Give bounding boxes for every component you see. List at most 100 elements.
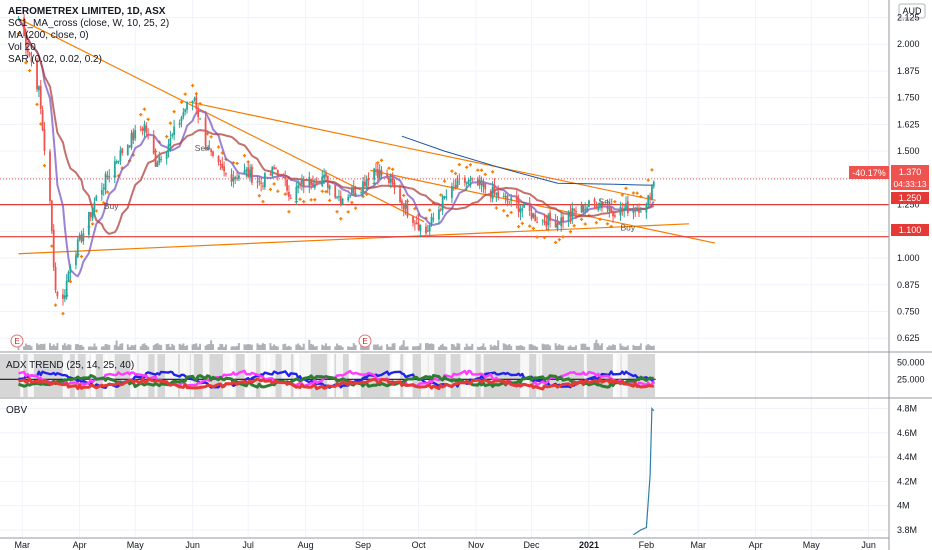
trend-line[interactable] (18, 223, 690, 255)
candle-body (638, 209, 640, 213)
candle-body (601, 202, 603, 209)
volume-bar (478, 346, 481, 350)
volume-bar (391, 343, 394, 350)
volume-bar (504, 344, 507, 350)
volume-bar (43, 343, 46, 350)
candle-body (236, 177, 238, 179)
volume-bar (441, 343, 444, 350)
sar-dot (272, 182, 276, 186)
volume-bar (171, 343, 174, 350)
volume-bar (284, 343, 287, 350)
candle-body (413, 223, 416, 225)
sar-dot (491, 170, 495, 174)
volume-bar (184, 346, 187, 350)
obv-tick-label: 4.8M (897, 404, 917, 414)
earnings-marker[interactable]: E (10, 334, 24, 348)
volume-bar (347, 346, 350, 350)
volume-bar (463, 346, 466, 350)
volume-bar (632, 344, 635, 350)
legend-volume[interactable]: Vol 20 (8, 42, 36, 53)
volume-bar (52, 344, 55, 350)
volume-bar (74, 344, 77, 350)
trend-line[interactable] (370, 169, 716, 244)
price-tick-label: 0.750 (897, 307, 920, 317)
volume-bar (276, 346, 279, 350)
candle-body (143, 124, 146, 132)
candle-body (365, 179, 368, 188)
sar-dot (402, 193, 406, 198)
legend-symbol[interactable]: AEROMETREX LIMITED, 1D, ASX (8, 6, 166, 17)
volume-bar (412, 346, 415, 350)
sar-dot (298, 197, 302, 201)
sar-dot (650, 168, 654, 172)
volume-bar (567, 346, 570, 350)
price-tick-label: 0.875 (897, 280, 920, 290)
candle-body (426, 230, 429, 232)
candle-body (225, 173, 227, 175)
candle-body (256, 181, 259, 183)
candle-body (326, 175, 329, 188)
candle-body (49, 151, 51, 201)
candle-body (115, 161, 118, 164)
volume-bar (491, 346, 494, 350)
adx-gap (245, 354, 251, 397)
horizontal-lines[interactable] (0, 178, 889, 238)
volume-bar (465, 343, 468, 350)
adx-legend[interactable]: ADX TREND (25, 14, 25, 40) (6, 360, 134, 371)
volume-bar (528, 344, 531, 350)
price-candles (17, 13, 655, 306)
volume-bar (439, 345, 442, 350)
volume-bar (562, 345, 565, 350)
time-tick-label: May (127, 540, 145, 550)
candle-body (580, 204, 583, 213)
sar-dot (520, 221, 524, 226)
time-axis[interactable]: Mar Apr May Jun Jul Aug Sep Oct Nov Dec 2021 Feb Mar… (14, 540, 875, 550)
candle-body (271, 167, 274, 176)
volume-bar (263, 344, 266, 350)
volume-bar (121, 343, 124, 350)
adx-gap (428, 354, 435, 397)
volume-bar (506, 345, 509, 350)
hline-tag-lower: 1.100 (891, 224, 929, 236)
volume-bar (219, 343, 222, 350)
earnings-marker[interactable]: E (358, 334, 372, 348)
volume-bar (182, 343, 185, 350)
adx-gap (74, 354, 78, 397)
candle-body (82, 233, 85, 242)
candle-body (234, 176, 237, 179)
volume-bar (313, 346, 316, 350)
currency-badge[interactable] (898, 3, 926, 19)
obv-legend[interactable]: OBV (6, 405, 27, 416)
legend-sar[interactable]: SAR (0.02, 0.02, 0.2) (8, 54, 102, 65)
candle-body (154, 154, 157, 167)
volume-bar (156, 343, 159, 350)
volume-bar (169, 346, 172, 350)
volume-bar (217, 346, 220, 350)
legend-ma200[interactable]: MA (200, close, 0) (8, 30, 89, 41)
price-tick-label: 2.000 (897, 39, 920, 49)
volume-bar (167, 343, 170, 350)
price-axis[interactable]: 2.1252.0001.8751.7501.6251.5001.3751.250… (897, 12, 925, 534)
adx-tick-label: 25.000 (897, 374, 925, 384)
volume-bar (232, 346, 235, 350)
candle-body (208, 147, 211, 150)
candle-body (141, 128, 144, 131)
volume-bar (50, 346, 53, 350)
volume-bar (554, 343, 557, 350)
volume-bar (493, 345, 496, 350)
sar-dot (94, 209, 98, 213)
volume-bar (584, 343, 587, 350)
candle-body (549, 212, 551, 221)
volume-bar (393, 343, 396, 350)
candle-body (17, 18, 20, 20)
candle-body (362, 181, 364, 194)
sar-dot (457, 162, 461, 167)
candle-body (95, 195, 98, 201)
candle-body (495, 193, 498, 196)
candle-body (63, 295, 66, 299)
candle-body (134, 129, 137, 139)
candle-body (104, 173, 107, 190)
legend-ma-cross[interactable]: SC1_MA_cross (close, W, 10, 25, 2) (8, 18, 169, 29)
volume-bar (545, 344, 548, 350)
